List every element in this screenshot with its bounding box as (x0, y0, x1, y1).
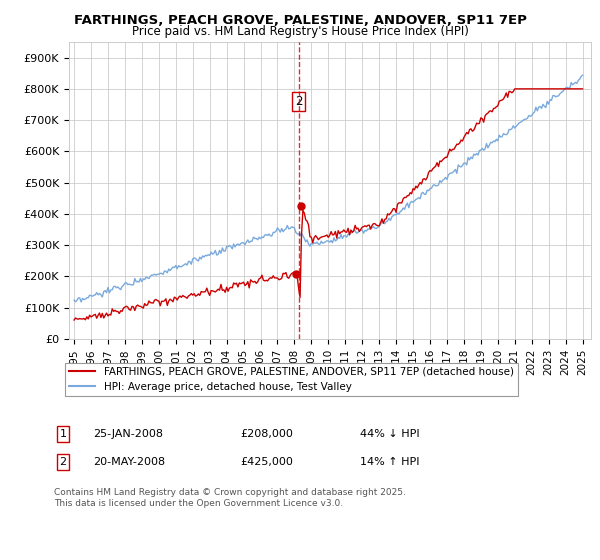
Text: 1: 1 (59, 429, 67, 439)
Text: £208,000: £208,000 (240, 429, 293, 439)
Text: 2: 2 (295, 95, 302, 108)
Text: Price paid vs. HM Land Registry's House Price Index (HPI): Price paid vs. HM Land Registry's House … (131, 25, 469, 38)
Text: 25-JAN-2008: 25-JAN-2008 (93, 429, 163, 439)
Text: 20-MAY-2008: 20-MAY-2008 (93, 457, 165, 467)
Text: 2: 2 (59, 457, 67, 467)
Legend: FARTHINGS, PEACH GROVE, PALESTINE, ANDOVER, SP11 7EP (detached house), HPI: Aver: FARTHINGS, PEACH GROVE, PALESTINE, ANDOV… (65, 363, 518, 396)
Text: £425,000: £425,000 (240, 457, 293, 467)
Text: 14% ↑ HPI: 14% ↑ HPI (360, 457, 419, 467)
Text: FARTHINGS, PEACH GROVE, PALESTINE, ANDOVER, SP11 7EP: FARTHINGS, PEACH GROVE, PALESTINE, ANDOV… (74, 14, 526, 27)
Text: Contains HM Land Registry data © Crown copyright and database right 2025.
This d: Contains HM Land Registry data © Crown c… (54, 488, 406, 508)
Text: 44% ↓ HPI: 44% ↓ HPI (360, 429, 419, 439)
